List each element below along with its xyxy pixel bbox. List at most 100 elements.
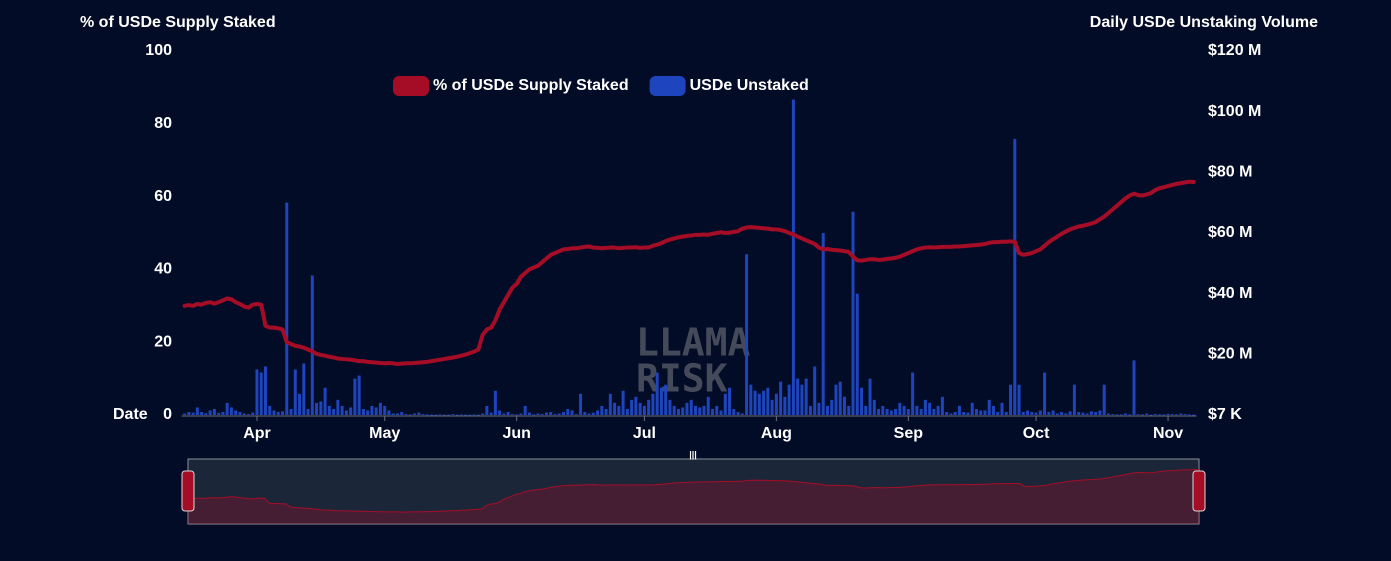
bar xyxy=(566,408,570,415)
x-tick-label: Jun xyxy=(502,425,530,442)
x-tick-label: May xyxy=(369,425,400,442)
bar xyxy=(911,372,915,415)
bar xyxy=(825,405,829,415)
bar xyxy=(259,372,263,415)
bar xyxy=(208,410,212,415)
bar xyxy=(770,399,774,415)
bar xyxy=(557,413,561,415)
bar xyxy=(1043,372,1047,415)
watermark-text: LLAMA xyxy=(636,321,751,365)
bar xyxy=(974,408,978,415)
legend-label: USDe Unstaked xyxy=(690,77,809,94)
navigator-area xyxy=(188,469,1199,524)
bar xyxy=(1132,360,1136,415)
bar xyxy=(808,405,812,415)
y2-tick-label: $20 M xyxy=(1208,346,1252,363)
bar xyxy=(238,411,242,415)
bar xyxy=(860,387,864,415)
bar xyxy=(395,413,399,415)
bar xyxy=(1034,412,1038,415)
bar xyxy=(1051,410,1055,415)
bar xyxy=(932,408,936,415)
bar xyxy=(553,414,557,415)
bar xyxy=(881,405,885,415)
bar xyxy=(847,405,851,415)
bar xyxy=(1021,411,1025,415)
bar xyxy=(1166,413,1170,415)
bar xyxy=(583,411,587,415)
bar xyxy=(1026,410,1030,415)
bar xyxy=(268,405,272,415)
bar xyxy=(1064,413,1068,415)
bar xyxy=(1017,384,1021,415)
bar xyxy=(1089,411,1093,415)
y-axis-title: % of USDe Supply Staked xyxy=(80,14,276,31)
bar xyxy=(681,407,685,415)
bar xyxy=(434,414,438,416)
bar xyxy=(591,412,595,415)
bar xyxy=(191,412,195,415)
bar xyxy=(562,411,565,415)
bar xyxy=(783,396,787,415)
bar xyxy=(417,412,421,415)
y-tick-label: 80 xyxy=(154,115,172,132)
y-tick-label: 20 xyxy=(154,333,172,350)
bar xyxy=(1170,414,1174,415)
bar xyxy=(289,408,293,415)
bar xyxy=(391,413,395,415)
bar xyxy=(1060,411,1064,415)
bar xyxy=(766,387,770,415)
bar xyxy=(506,411,510,415)
bar xyxy=(255,369,259,415)
bar xyxy=(945,411,949,415)
bar xyxy=(1145,413,1149,415)
bar xyxy=(996,411,1000,415)
bar xyxy=(246,414,250,415)
bar xyxy=(251,412,255,415)
bar xyxy=(570,410,574,415)
bar xyxy=(438,414,442,416)
bar xyxy=(310,275,314,415)
watermark: LLAMA RISK xyxy=(636,321,751,401)
bar xyxy=(1149,414,1153,416)
legend-swatch xyxy=(649,76,686,96)
y-tick-label: 100 xyxy=(145,42,172,59)
bar xyxy=(1115,414,1119,416)
navigator-handle[interactable] xyxy=(181,470,195,512)
bar xyxy=(642,405,646,415)
navigator-grip[interactable]: ||| xyxy=(689,449,697,459)
y-tick-label: 40 xyxy=(154,261,172,278)
navigator-handle[interactable] xyxy=(1192,470,1206,512)
bar xyxy=(894,408,898,415)
bar xyxy=(212,408,216,415)
bar xyxy=(745,254,749,415)
bar xyxy=(357,375,361,415)
bar xyxy=(1077,411,1081,415)
bar xyxy=(711,408,715,415)
bar xyxy=(1085,413,1089,415)
bar xyxy=(685,402,689,415)
bar xyxy=(242,413,246,415)
bar xyxy=(430,414,434,416)
bar xyxy=(464,414,468,416)
bar xyxy=(1102,384,1106,415)
bar xyxy=(225,402,229,415)
legend-swatch xyxy=(393,76,429,96)
bar xyxy=(757,393,761,415)
bar xyxy=(1136,414,1140,415)
bar xyxy=(736,411,740,415)
bar xyxy=(698,407,702,415)
bar xyxy=(544,412,548,415)
bar xyxy=(1038,410,1042,415)
bar xyxy=(1013,138,1017,415)
bar xyxy=(1106,413,1110,415)
bar xyxy=(596,410,600,415)
bar xyxy=(502,413,506,415)
bar xyxy=(983,410,987,415)
bar xyxy=(970,402,974,415)
bar xyxy=(1123,413,1127,415)
bar xyxy=(336,399,340,415)
bar xyxy=(387,410,391,415)
bar xyxy=(936,405,940,415)
bar xyxy=(195,407,199,415)
